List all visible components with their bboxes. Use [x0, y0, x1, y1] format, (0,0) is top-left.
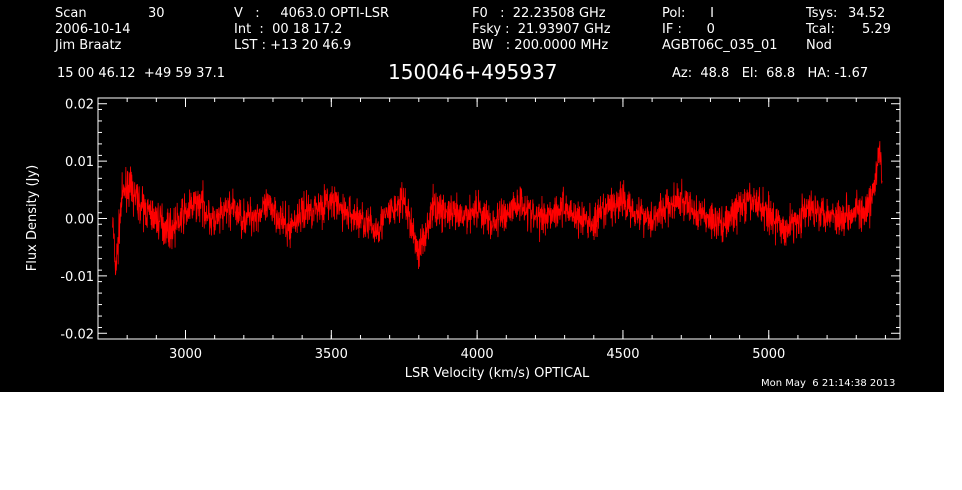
lst-info: LST : +13 20 46.9	[234, 38, 352, 53]
switching-mode: Nod	[806, 38, 832, 53]
tcal-label: Tcal:	[806, 22, 835, 37]
integration-info: Int : 00 18 17.2	[234, 22, 343, 37]
pointing-info: Az: 48.8 El: 68.8 HA: -1.67	[672, 66, 869, 81]
if-number: IF : 0	[662, 22, 715, 37]
spectrum-chart: 3000 3500 4000 4500 5000 -0.02 -0.01 0.00 0.01 0.…	[25, 97, 901, 381]
y-tick-label: 0.00	[65, 213, 94, 228]
obs-date: 2006-10-14	[55, 22, 131, 37]
source-name: 150046+495937	[388, 60, 558, 84]
scan-value: 30	[148, 6, 165, 21]
rest-frequency: F0 : 22.23508 GHz	[472, 6, 606, 21]
y-tick-label: -0.02	[60, 327, 94, 342]
x-tick-label: 3000	[169, 347, 202, 362]
source-coordinates: 15 00 46.12 +49 59 37.1	[57, 66, 226, 81]
project-id: AGBT06C_035_01	[662, 38, 778, 53]
timestamp: Mon May 6 21:14:38 2013	[761, 378, 896, 389]
tsys-value: 34.52	[848, 6, 886, 21]
observer: Jim Braatz	[55, 38, 122, 53]
x-tick-label: 3500	[315, 347, 348, 362]
sky-frequency: Fsky : 21.93907 GHz	[472, 22, 611, 37]
tcal-value: 5.29	[862, 22, 891, 37]
y-tick-label: 0.02	[65, 98, 94, 113]
y-tick-label: 0.01	[65, 155, 94, 170]
y-axis-label: Flux Density (Jy)	[25, 165, 40, 271]
x-tick-label: 4000	[461, 347, 494, 362]
plot-panel	[0, 0, 944, 392]
polarization: Pol: I	[662, 6, 714, 21]
x-tick-label: 5000	[752, 347, 785, 362]
scan-label: Scan	[55, 6, 87, 21]
tsys-label: Tsys:	[806, 6, 838, 21]
x-tick-label: 4500	[606, 347, 639, 362]
y-tick-label: -0.01	[60, 270, 94, 285]
velocity-info: V : 4063.0 OPTI-LSR	[234, 6, 390, 21]
spectrum-trace	[112, 141, 883, 276]
bandwidth: BW : 200.0000 MHz	[472, 38, 609, 53]
x-axis-label: LSR Velocity (km/s) OPTICAL	[405, 366, 590, 381]
